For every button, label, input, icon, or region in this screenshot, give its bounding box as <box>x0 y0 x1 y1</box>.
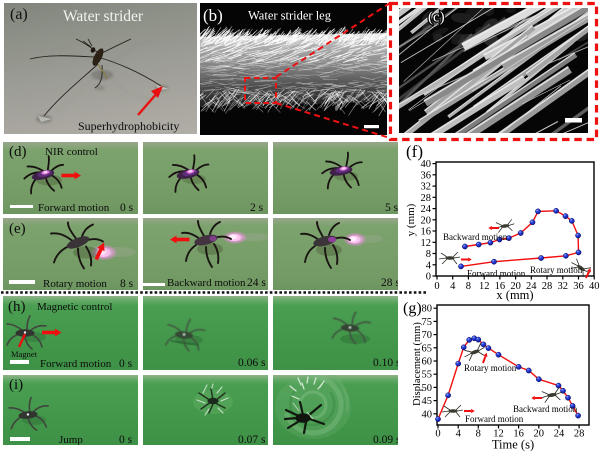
svg-text:36: 36 <box>573 281 584 292</box>
svg-text:60: 60 <box>422 357 433 368</box>
svg-text:12: 12 <box>479 281 490 292</box>
svg-text:y (mm): y (mm) <box>405 203 417 236</box>
svg-text:(g): (g) <box>403 300 422 317</box>
svg-text:4: 4 <box>426 260 432 271</box>
svg-text:28: 28 <box>542 281 553 292</box>
svg-text:12: 12 <box>493 429 504 440</box>
svg-text:65: 65 <box>422 343 433 354</box>
svg-text:45: 45 <box>422 396 433 407</box>
svg-text:Rotary motion: Rotary motion <box>464 363 517 373</box>
svg-text:16: 16 <box>495 281 506 292</box>
svg-text:Forward motion: Forward motion <box>467 269 526 279</box>
svg-text:16: 16 <box>513 429 524 440</box>
svg-text:(c): (c) <box>428 10 445 26</box>
svg-text:8: 8 <box>426 249 431 260</box>
svg-text:0: 0 <box>435 429 440 440</box>
svg-text:0: 0 <box>434 281 439 292</box>
svg-text:8: 8 <box>466 281 471 292</box>
svg-text:8: 8 <box>476 429 481 440</box>
svg-text:36: 36 <box>421 170 432 181</box>
svg-text:55: 55 <box>422 370 433 381</box>
svg-text:Water strider leg: Water strider leg <box>248 9 332 23</box>
svg-text:x (mm): x (mm) <box>496 288 533 302</box>
svg-text:40: 40 <box>421 159 432 170</box>
svg-text:50: 50 <box>422 383 433 394</box>
svg-text:Rotary motion: Rotary motion <box>530 265 583 275</box>
svg-text:12: 12 <box>421 238 432 249</box>
svg-text:70: 70 <box>422 330 433 341</box>
svg-text:Forward motion: Forward motion <box>465 414 524 424</box>
svg-text:75: 75 <box>422 317 433 328</box>
svg-text:Time (s): Time (s) <box>492 438 534 452</box>
svg-text:80: 80 <box>422 304 433 315</box>
svg-text:32: 32 <box>421 182 432 193</box>
svg-text:4: 4 <box>456 429 462 440</box>
svg-text:24: 24 <box>526 281 537 292</box>
svg-text:28: 28 <box>421 193 432 204</box>
svg-text:40: 40 <box>422 409 433 420</box>
svg-text:20: 20 <box>421 215 432 226</box>
svg-text:20: 20 <box>510 281 521 292</box>
svg-text:(f): (f) <box>406 142 423 161</box>
svg-text:(b): (b) <box>203 6 223 25</box>
svg-text:20: 20 <box>534 429 545 440</box>
svg-text:28: 28 <box>574 429 585 440</box>
svg-text:24: 24 <box>554 429 565 440</box>
svg-text:Backward motion: Backward motion <box>513 404 578 414</box>
svg-text:Backward motion: Backward motion <box>443 232 508 242</box>
svg-text:32: 32 <box>558 281 569 292</box>
svg-text:24: 24 <box>421 204 432 215</box>
svg-text:16: 16 <box>421 227 432 238</box>
svg-text:40: 40 <box>589 281 600 292</box>
svg-text:0: 0 <box>426 272 431 283</box>
svg-text:Displacement (mm): Displacement (mm) <box>412 322 423 406</box>
svg-text:4: 4 <box>450 281 456 292</box>
